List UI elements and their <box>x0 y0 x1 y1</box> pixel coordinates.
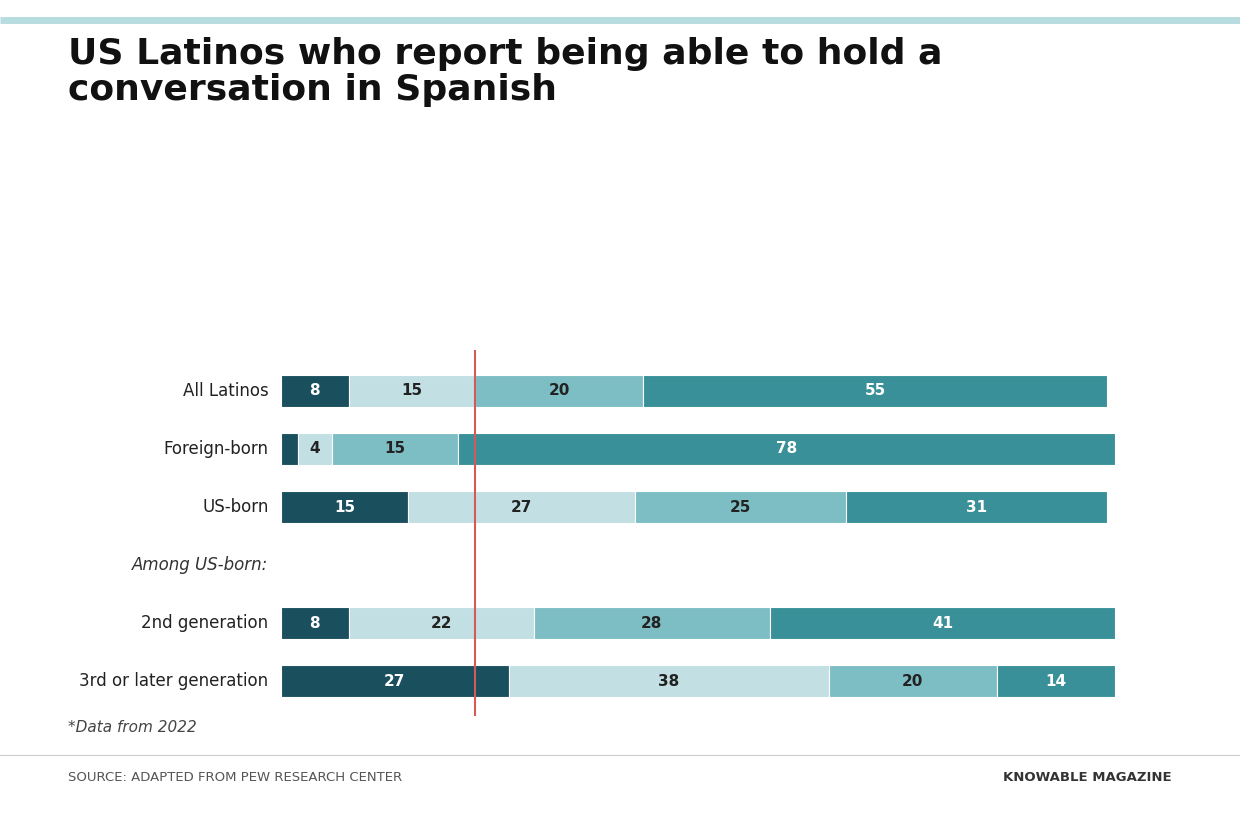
Text: *Data from 2022: *Data from 2022 <box>68 720 197 735</box>
Bar <box>332 433 458 465</box>
Text: 14: 14 <box>1045 674 1066 689</box>
Text: 22: 22 <box>430 616 453 631</box>
Text: 15: 15 <box>402 383 423 398</box>
Text: US Latinos who report being able to hold a: US Latinos who report being able to hold… <box>68 37 942 71</box>
Bar <box>298 433 332 465</box>
Bar <box>770 607 1115 639</box>
Text: 31: 31 <box>966 500 987 514</box>
Bar <box>281 666 508 698</box>
Text: KNOWABLE MAGAZINE: KNOWABLE MAGAZINE <box>1003 771 1172 784</box>
Text: 8: 8 <box>310 383 320 398</box>
Text: 4: 4 <box>310 441 320 457</box>
Text: 8: 8 <box>310 616 320 631</box>
Bar <box>534 607 770 639</box>
Text: Foreign-born: Foreign-born <box>164 440 269 457</box>
Bar <box>828 666 997 698</box>
Text: 15: 15 <box>334 500 355 514</box>
Bar <box>281 491 408 523</box>
Bar <box>281 607 348 639</box>
Text: 20: 20 <box>548 383 570 398</box>
Text: 15: 15 <box>384 441 405 457</box>
Text: 27: 27 <box>511 500 532 514</box>
Bar <box>348 374 475 407</box>
Bar <box>408 491 635 523</box>
Text: US-born: US-born <box>202 498 269 516</box>
Bar <box>508 666 828 698</box>
Bar <box>281 374 348 407</box>
Text: 20: 20 <box>903 674 924 689</box>
Bar <box>475 374 644 407</box>
Bar <box>846 491 1106 523</box>
Text: conversation in Spanish: conversation in Spanish <box>68 73 557 107</box>
Bar <box>635 491 846 523</box>
Text: 3rd or later generation: 3rd or later generation <box>79 672 269 690</box>
Text: 25: 25 <box>729 500 751 514</box>
Bar <box>997 666 1115 698</box>
Text: 2nd generation: 2nd generation <box>141 615 269 632</box>
Bar <box>281 433 298 465</box>
Text: All Latinos: All Latinos <box>182 382 269 400</box>
Text: Among US-born:: Among US-born: <box>133 556 269 574</box>
Bar <box>644 374 1106 407</box>
Text: 41: 41 <box>931 616 954 631</box>
Text: 38: 38 <box>658 674 680 689</box>
Text: 28: 28 <box>641 616 662 631</box>
Text: SOURCE: ADAPTED FROM PEW RESEARCH CENTER: SOURCE: ADAPTED FROM PEW RESEARCH CENTER <box>68 771 402 784</box>
Bar <box>348 607 534 639</box>
Bar <box>458 433 1115 465</box>
Text: 78: 78 <box>776 441 797 457</box>
Text: 55: 55 <box>864 383 885 398</box>
Text: 27: 27 <box>384 674 405 689</box>
